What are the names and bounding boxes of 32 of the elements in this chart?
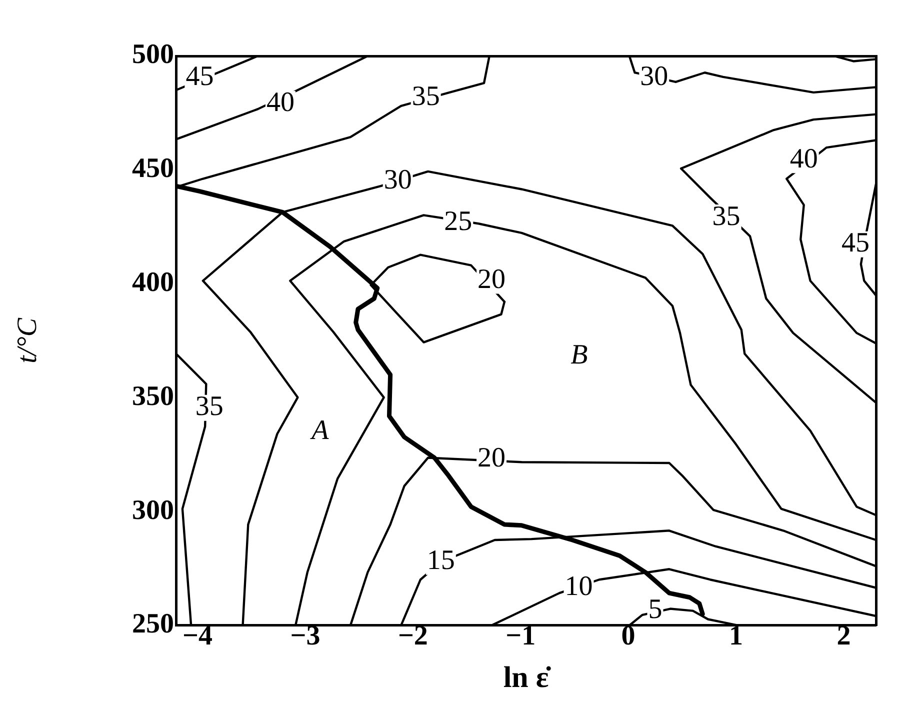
annotation: 45 [186, 61, 214, 92]
y-axis-title: t/°C [12, 318, 44, 364]
annotation: 35 [195, 391, 224, 422]
y-tick-label: 250 [132, 608, 174, 640]
x-tick-label: −2 [398, 620, 428, 652]
annotation: 10 [564, 571, 593, 602]
x-tick-label: 0 [621, 620, 636, 652]
annotation: 30 [640, 61, 668, 92]
x-tick-label: 2 [836, 620, 851, 652]
x-tick-label: −4 [182, 620, 213, 652]
annotation: B [570, 339, 588, 370]
annotation: 5 [648, 594, 662, 626]
annotation: 45 [842, 228, 870, 259]
x-tick-label: 1 [729, 620, 743, 652]
y-tick-label: 350 [132, 380, 174, 412]
annotation: 40 [266, 87, 294, 118]
annotation: 35 [712, 200, 740, 232]
x-tick-label: −3 [290, 620, 320, 652]
y-tick-label: 450 [132, 153, 174, 184]
annotation: 20 [478, 442, 506, 474]
annotation: 30 [384, 164, 412, 196]
annotation: 35 [412, 81, 440, 112]
y-tick-label: 500 [132, 39, 174, 70]
annotation: 25 [444, 206, 472, 237]
y-tick-label: 400 [132, 266, 174, 298]
x-tick-label: −1 [506, 620, 536, 652]
annotation: 20 [478, 264, 506, 296]
x-axis-title: ln ε̇ [503, 660, 552, 694]
annotation: 40 [790, 143, 818, 174]
annotation: 15 [426, 545, 455, 576]
y-tick-label: 300 [132, 494, 174, 526]
annotation: A [310, 415, 330, 446]
